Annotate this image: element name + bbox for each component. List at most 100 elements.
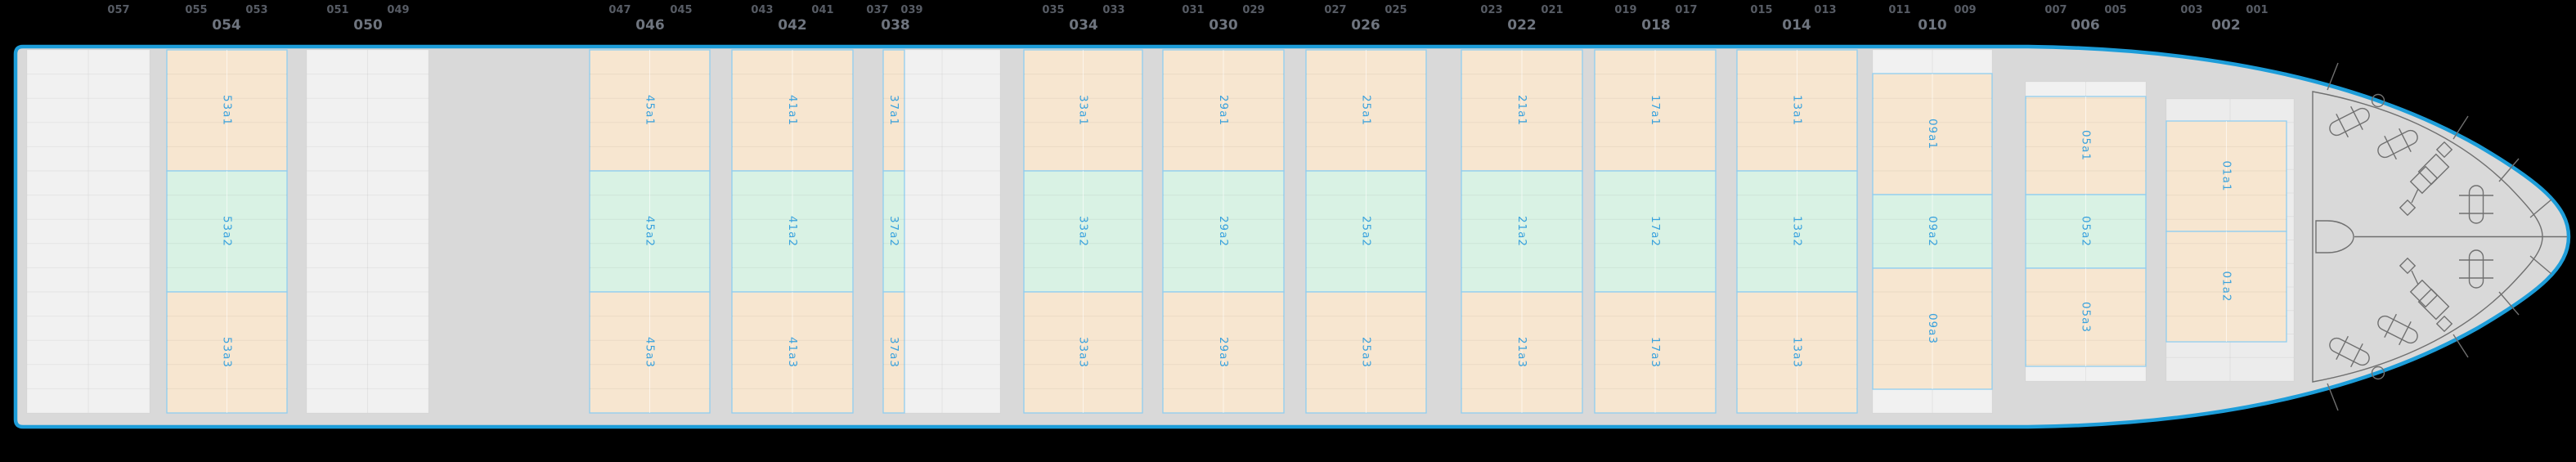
bay-number-odd: 057 — [107, 4, 129, 16]
section-label: 21a3 — [1515, 337, 1528, 368]
section-label: 45a3 — [644, 337, 657, 368]
capstan-icon — [2315, 220, 2354, 253]
bay-046[interactable]: 45a1 45a2 45a3 — [589, 49, 711, 414]
section-label: 53a2 — [221, 216, 234, 247]
bay-number-odd: 003 — [2180, 4, 2202, 16]
bay-number-odd: 017 — [1675, 4, 1697, 16]
section-label: 29a2 — [1217, 216, 1230, 247]
bay-number-odd: 047 — [608, 4, 631, 16]
section-label: 09a1 — [1926, 119, 1939, 150]
section-label: 29a1 — [1217, 95, 1230, 126]
frame-tick — [2498, 158, 2520, 182]
bay-number-even: 022 — [1507, 17, 1537, 34]
section-label: 09a2 — [1926, 216, 1939, 247]
mooring-hole-icon — [2371, 366, 2385, 380]
bay-number-odd: 025 — [1384, 4, 1407, 16]
bay-number-odd: 049 — [387, 4, 409, 16]
section-label: 17a1 — [1649, 95, 1662, 126]
bay-018[interactable]: 17a1 17a2 17a3 — [1594, 49, 1717, 414]
bay-number-odd: 039 — [900, 4, 922, 16]
section-label: 41a3 — [786, 337, 799, 368]
bay-number-even: 018 — [1641, 17, 1671, 34]
bay-number-odd: 043 — [751, 4, 773, 16]
bay-number-odd: 055 — [185, 4, 207, 16]
section-label: 17a3 — [1649, 337, 1662, 368]
bay-number-even: 010 — [1918, 17, 1947, 34]
bay-034[interactable]: 33a1 33a2 33a3 — [1023, 49, 1143, 414]
section-label: 45a1 — [644, 95, 657, 126]
bay-050[interactable] — [307, 50, 429, 413]
bay-002[interactable]: 01a1 01a2 — [2165, 99, 2294, 381]
bay-number-even: 002 — [2211, 17, 2241, 34]
frame-tick — [2498, 291, 2520, 316]
bay-022[interactable]: 21a1 21a2 21a3 — [1461, 49, 1583, 414]
section-label: 33a3 — [1077, 337, 1090, 368]
bay-number-even: 030 — [1209, 17, 1238, 34]
bay-number-odd: 051 — [326, 4, 348, 16]
frame-tick — [2453, 334, 2469, 358]
bay-number-even: 026 — [1351, 17, 1380, 34]
bay-number-odd: 009 — [1954, 4, 1976, 16]
bay-014[interactable]: 13a1 13a2 13a3 — [1736, 49, 1858, 414]
section-label: 41a2 — [786, 216, 799, 247]
bay-number-odd: 023 — [1480, 4, 1502, 16]
bay-number-odd: 035 — [1042, 4, 1064, 16]
bay-number-odd: 007 — [2044, 4, 2067, 16]
section-label: 21a2 — [1515, 216, 1528, 247]
bay-number-odd: 033 — [1102, 4, 1124, 16]
empty-slot-grid[interactable] — [904, 50, 1000, 413]
bay-026[interactable]: 25a1 25a2 25a3 — [1305, 49, 1427, 414]
section-label: 37a1 — [887, 95, 900, 126]
bay-057[interactable] — [27, 50, 150, 413]
section-label: 37a2 — [887, 216, 900, 247]
bay-number-odd: 045 — [670, 4, 692, 16]
stowage-section[interactable] — [882, 49, 905, 172]
bay-054[interactable]: 53a1 53a2 53a3 — [166, 49, 288, 414]
bay-number-even: 034 — [1069, 17, 1098, 34]
section-label: 05a3 — [2080, 302, 2093, 333]
bay-number-even: 054 — [212, 17, 241, 34]
section-label: 41a1 — [786, 95, 799, 126]
bay-number-odd: 015 — [1750, 4, 1772, 16]
mooring-bitt-icon — [2459, 185, 2493, 224]
section-label: 05a1 — [2080, 130, 2093, 161]
stowage-section[interactable] — [882, 291, 905, 414]
bay-number-odd: 053 — [245, 4, 267, 16]
section-label: 13a1 — [1791, 95, 1804, 126]
bay-number-even: 046 — [635, 17, 665, 34]
bay-number-odd: 013 — [1814, 4, 1836, 16]
bay-number-odd: 029 — [1242, 4, 1264, 16]
section-label: 05a2 — [2080, 216, 2093, 247]
bay-number-even: 006 — [2071, 17, 2100, 34]
bay-number-odd: 021 — [1541, 4, 1563, 16]
section-label: 09a3 — [1926, 313, 1939, 344]
bay-number-odd: 027 — [1324, 4, 1346, 16]
bay-030[interactable]: 29a1 29a2 29a3 — [1162, 49, 1285, 414]
section-label: 21a1 — [1515, 95, 1528, 126]
bay-number-odd: 005 — [2104, 4, 2126, 16]
frame-tick — [2529, 255, 2552, 275]
bay-number-odd: 041 — [811, 4, 833, 16]
frame-tick — [2529, 199, 2552, 218]
bay-010[interactable]: 09a1 09a2 09a3 — [1872, 50, 1993, 413]
empty-slot-grid[interactable] — [27, 50, 150, 413]
bay-number-even: 038 — [881, 17, 910, 34]
bay-number-even: 042 — [778, 17, 807, 34]
bay-number-even: 014 — [1782, 17, 1811, 34]
mooring-hole-icon — [2371, 93, 2385, 108]
section-label: 29a3 — [1217, 337, 1230, 368]
section-label: 25a3 — [1360, 337, 1373, 368]
bay-038[interactable]: 37a1 37a2 37a3 — [882, 49, 1000, 414]
section-label: 25a2 — [1360, 216, 1373, 247]
stowage-section[interactable] — [882, 170, 905, 293]
bay-number-odd: 037 — [866, 4, 888, 16]
anchor-windlass-icon — [2399, 141, 2453, 217]
mooring-bitt-icon — [2377, 313, 2418, 346]
empty-slot-grid[interactable] — [307, 50, 429, 413]
bay-number-odd: 019 — [1614, 4, 1636, 16]
bay-006[interactable]: 05a1 05a2 05a3 — [2025, 82, 2147, 381]
bay-042[interactable]: 41a1 41a2 41a3 — [731, 49, 854, 414]
mooring-bitt-icon — [2329, 335, 2370, 368]
